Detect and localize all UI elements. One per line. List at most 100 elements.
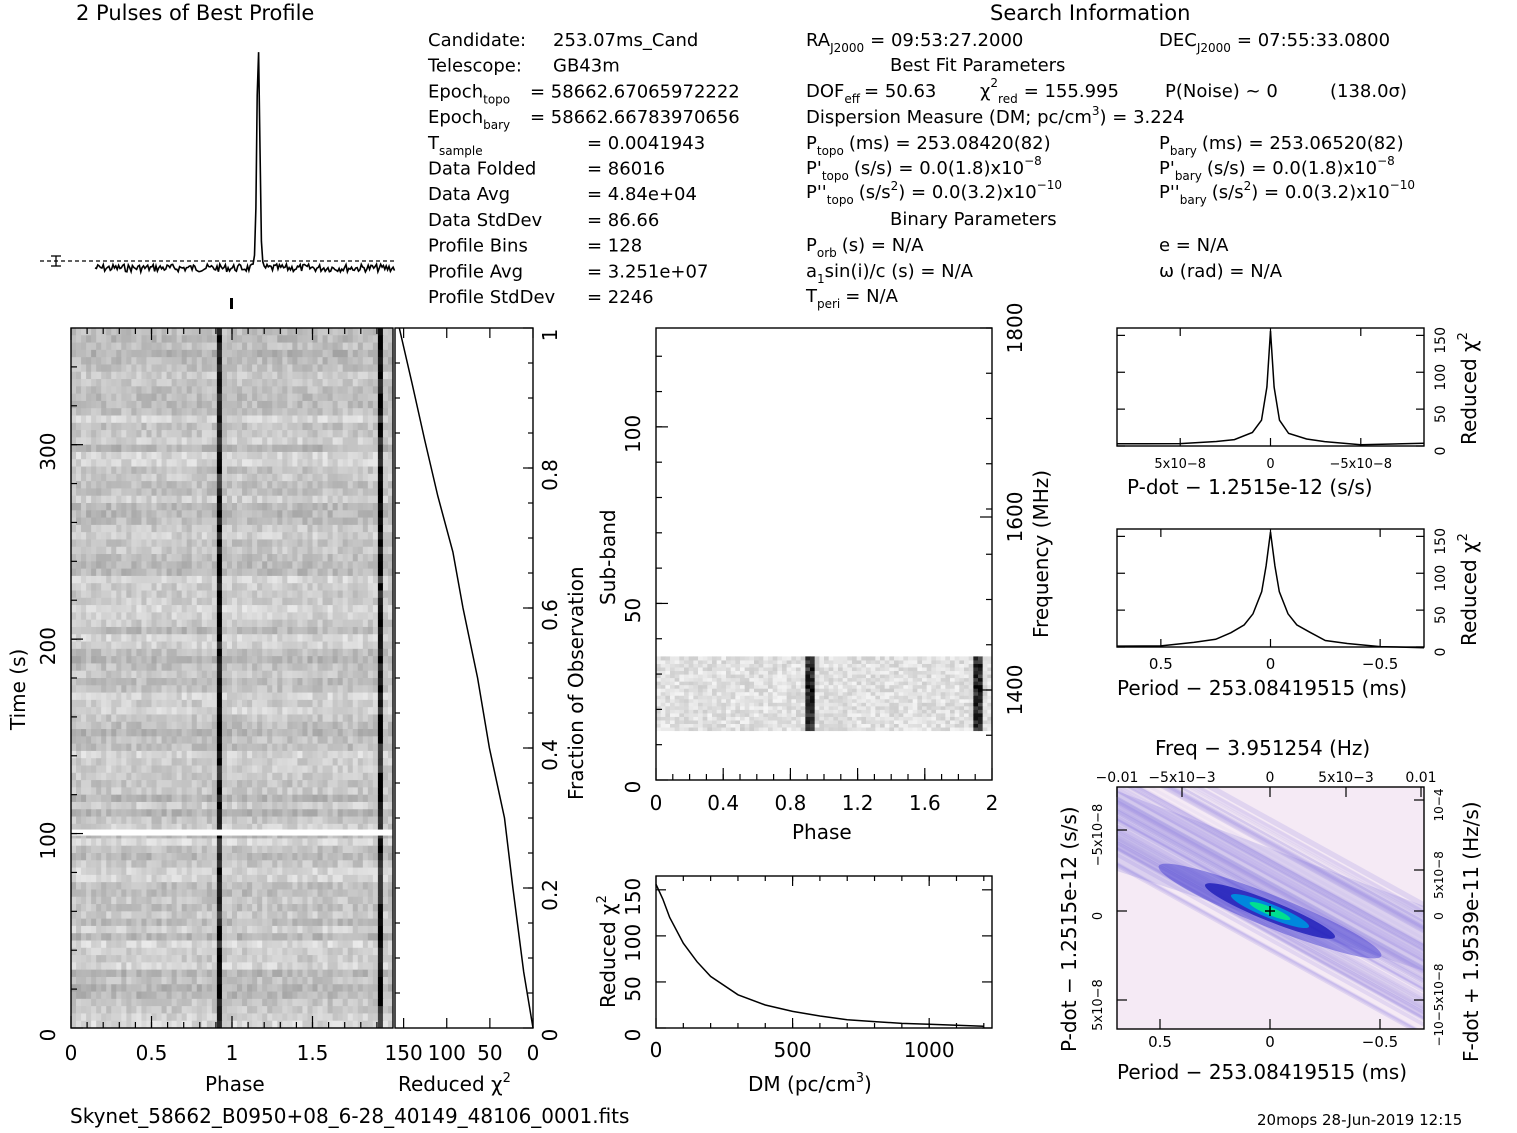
footer-filename: Skynet_58662_B0950+08_6-28_40149_48106_0… <box>70 1104 629 1128</box>
ppdot-contour <box>1117 809 1424 984</box>
p-pdot-xlabel: Period − 253.08419515 (ms) <box>1117 1060 1407 1084</box>
dm-chi2-xlabel: DM (pc/cm3) <box>748 1071 872 1096</box>
tick-label: 1.2 <box>842 791 874 815</box>
ppdot-contour <box>1117 841 1424 1015</box>
tick-label: 50 <box>1433 606 1449 624</box>
info-value: = 4.84e+04 <box>587 184 697 205</box>
tperi-label: Tperi = N/A <box>805 286 899 311</box>
ppdot-contour <box>1158 787 1424 934</box>
candidate-info: Candidate: 253.07ms_Cand Telescope: GB43m Ep… <box>427 30 740 308</box>
info-value: = 58662.66783970656 <box>530 107 740 128</box>
tick-label: 0.6 <box>538 599 562 631</box>
tick-label: −5x10−3 <box>1148 770 1215 786</box>
ppdot-contour <box>1195 787 1424 914</box>
tick-label: 0.4 <box>538 739 562 771</box>
tick-label: 100 <box>621 415 645 453</box>
tick-label: 0 <box>1433 648 1449 657</box>
ppdot-contour <box>1117 863 1417 1029</box>
omega-label: ω (rad) = N/A <box>1159 261 1283 282</box>
ppdot-contour <box>1117 814 1424 987</box>
tick-label: 0 <box>1266 770 1275 786</box>
tick-label: 1000 <box>904 1038 955 1062</box>
period-chi2-xlabel: Period − 253.08419515 (ms) <box>1117 676 1407 700</box>
subband-phase-xlabel: Phase <box>792 820 852 844</box>
ppdot-contour <box>1187 787 1424 918</box>
tick-label: 0 <box>1266 655 1276 673</box>
ppdot-contour <box>1131 787 1424 949</box>
time-chi2-xlabel: Reduced χ2 <box>398 1071 511 1096</box>
ppdot-contour <box>1175 787 1424 925</box>
info-label: Tsample <box>427 133 483 158</box>
tick-label: 1.5 <box>297 1041 329 1065</box>
ppdot-contour <box>1117 839 1424 1012</box>
tick-label: 150 <box>621 878 645 916</box>
info-label: Epochbary <box>428 107 510 132</box>
ppdot-contour <box>1117 791 1424 971</box>
ppdot-best-fit-marker <box>1265 906 1275 916</box>
ppdot-contour <box>1117 800 1424 972</box>
p-pdot-heatmap <box>1117 787 1424 1029</box>
ppdot-contour <box>1161 787 1424 932</box>
info-label: Profile StdDev <box>428 287 556 308</box>
tick-label: 5x10−8 <box>1432 851 1446 899</box>
tick-label: −0.5 <box>1362 655 1398 673</box>
info-value: GB43m <box>553 56 620 77</box>
pdot-chi2-panel: 5x10−8 0 −5x10−8 0 50 100 150 P-dot − 1.2515e-… <box>1116 327 1481 499</box>
ppdot-contour <box>1117 799 1424 975</box>
subband-phase-heatmap <box>656 656 993 732</box>
tick-label: −5x10−8 <box>1091 804 1106 867</box>
pdot-chi2-xlabel: P-dot − 1.2515e-12 (s/s) <box>1127 475 1373 499</box>
ppdot-contour <box>1121 787 1424 954</box>
time-chi2-y2label: Fraction of Observation <box>564 566 588 800</box>
tick-label: 100 <box>1433 565 1449 592</box>
dec-label: DECJ2000 = 07:55:33.0800 <box>1159 30 1390 55</box>
profile-error-bar <box>51 255 61 267</box>
tick-label: 0 <box>1265 1033 1275 1051</box>
info-label: Epochtopo <box>428 81 510 106</box>
ppdot-contour <box>1117 862 1418 1029</box>
tick-label: 150 <box>385 1041 423 1065</box>
tick-label: 0.8 <box>774 791 806 815</box>
ppdot-contour <box>1133 787 1424 948</box>
tick-label: 300 <box>36 433 60 471</box>
subband-phase-panel: 0 0.4 0.8 1.2 1.6 2 0 50 100 1400 1600 1800 Phase S… <box>596 303 1053 844</box>
pdot-chi2-ylabel: Reduced χ2 <box>1456 332 1481 445</box>
pnoise-label: P(Noise) ~ 0 <box>1165 81 1278 102</box>
tick-label: 0.4 <box>707 791 739 815</box>
tick-label: −5x10−8 <box>1330 457 1393 472</box>
ppdot-contour <box>1117 847 1424 1021</box>
tick-label: 100 <box>621 924 645 962</box>
dm-chi2-ylabel: Reduced χ2 <box>595 895 620 1008</box>
tick-label: 0.5 <box>1149 655 1173 673</box>
tick-label: 150 <box>1433 327 1449 354</box>
p-pdot-y2label: F-dot + 1.9539e-11 (Hz/s) <box>1459 801 1483 1062</box>
info-value: 253.07ms_Cand <box>553 30 698 51</box>
info-value: = 0.0041943 <box>587 133 705 154</box>
tick-label: 1600 <box>1003 492 1027 543</box>
ppdot-contour <box>1117 841 1424 1014</box>
time-phase-xlabel: Phase <box>205 1072 265 1096</box>
ppdot-contour <box>1117 843 1424 1018</box>
profile-plot <box>40 52 396 309</box>
time-phase-panel: 0 0.5 1 1.5 0 100 200 300 Phase Time (s) <box>6 327 394 1096</box>
ppdot-contour <box>1117 802 1424 978</box>
tick-label: 150 <box>1433 528 1449 555</box>
ppdot-contour <box>1118 787 1424 956</box>
ppdot-contour <box>1128 787 1424 950</box>
tick-label: 0 <box>538 1029 562 1042</box>
dm-label: Dispersion Measure (DM; pc/cm3) = 3.224 <box>806 104 1185 128</box>
tick-label: 0 <box>1266 457 1274 472</box>
ppdot-contour <box>1126 787 1424 952</box>
tick-label: 0 <box>650 791 663 815</box>
tick-label: 50 <box>477 1041 502 1065</box>
pdot-chi2-line <box>1116 330 1425 446</box>
ppdot-contour <box>1160 787 1424 933</box>
info-value: = 3.251e+07 <box>587 261 708 282</box>
ppdot-contour <box>1169 787 1424 928</box>
ppdot-contour <box>1177 787 1424 923</box>
ppdot-contour <box>1117 852 1424 1027</box>
pdot-bary-label: P'bary (s/s) = 0.0(1.8)x10−8 <box>1159 154 1395 183</box>
tick-label: 0.2 <box>538 879 562 911</box>
dof-label: DOFeff = 50.63 <box>806 81 936 106</box>
